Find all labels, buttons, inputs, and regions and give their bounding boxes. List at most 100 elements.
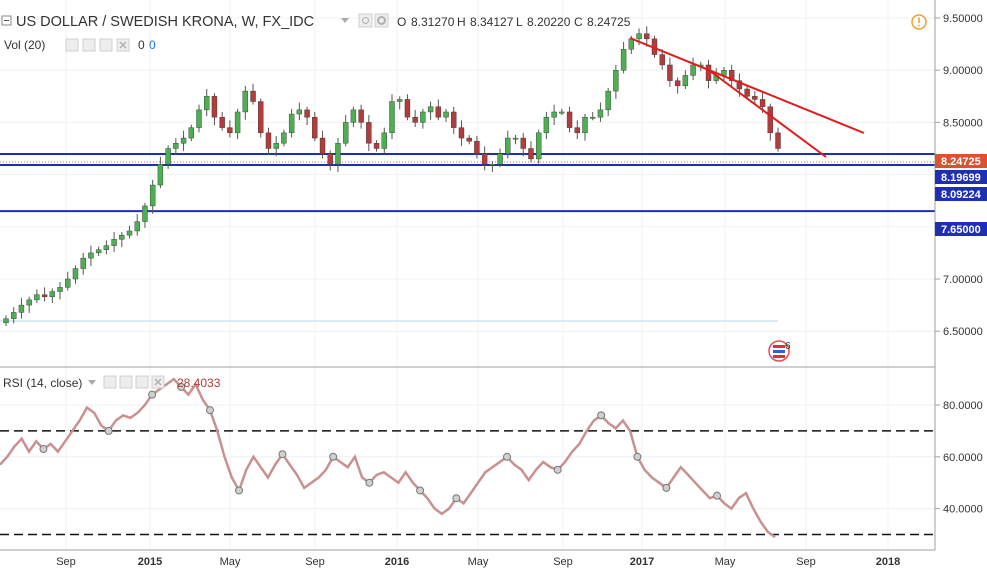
price-badges: 8.24725 8.19699 8.09224 7.65000 bbox=[935, 154, 987, 236]
trendline[interactable] bbox=[705, 67, 827, 158]
trendlines[interactable] bbox=[629, 37, 865, 158]
rsi-marker bbox=[713, 491, 722, 500]
candle-body bbox=[335, 143, 341, 165]
candle-body bbox=[173, 143, 179, 149]
candle-body bbox=[219, 116, 225, 128]
price-axis-label: 6.50000 bbox=[943, 326, 983, 338]
candle-body bbox=[366, 122, 372, 144]
candle-body bbox=[620, 49, 627, 71]
eye-icon[interactable] bbox=[358, 13, 373, 28]
candle-body bbox=[304, 109, 310, 118]
volume-value-2: 0 bbox=[149, 38, 156, 52]
candle-body bbox=[420, 111, 426, 123]
candle-body bbox=[26, 299, 32, 306]
settings-icon[interactable] bbox=[82, 38, 96, 52]
candle-body bbox=[389, 101, 395, 134]
price-badge bbox=[935, 222, 987, 236]
trendline[interactable] bbox=[629, 37, 865, 134]
time-axis-label: May bbox=[715, 556, 736, 568]
candle-body bbox=[381, 132, 387, 149]
price-axis-label: 9.00000 bbox=[943, 65, 983, 77]
candle-body bbox=[319, 137, 326, 154]
rsi-marker bbox=[148, 390, 157, 399]
candle-body bbox=[466, 137, 472, 142]
candle-body bbox=[180, 137, 187, 144]
remove-icon[interactable] bbox=[99, 38, 113, 52]
candle-body bbox=[350, 109, 357, 123]
settings-icon[interactable] bbox=[119, 375, 133, 389]
candle-body bbox=[65, 278, 71, 288]
chevron-down-icon[interactable] bbox=[88, 380, 96, 385]
candle-body bbox=[512, 137, 519, 140]
candle-body bbox=[613, 69, 619, 92]
close-icon-glyph bbox=[154, 378, 162, 386]
horizontal-levels[interactable] bbox=[0, 153, 935, 322]
candle-body bbox=[211, 96, 218, 118]
candle-body bbox=[157, 163, 164, 186]
candle-body bbox=[767, 106, 773, 134]
time-axis-label: 2015 bbox=[138, 556, 162, 568]
candle-body bbox=[196, 109, 202, 128]
rsi-marker bbox=[235, 486, 244, 495]
rsi-marker bbox=[662, 483, 671, 492]
candle-body bbox=[165, 148, 171, 165]
time-axis[interactable]: Sep 2015 May Sep 2016 May Sep 2017 May Sep 2018 bbox=[56, 556, 900, 568]
candle-body bbox=[520, 137, 526, 149]
symbol-title[interactable]: US DOLLAR / SWEDISH KRONA, W, FX_IDC bbox=[16, 14, 314, 30]
rsi-marker bbox=[177, 382, 186, 391]
eye-icon-glyph bbox=[362, 17, 369, 24]
candle-body bbox=[682, 75, 689, 87]
rsi-marker bbox=[503, 452, 512, 461]
candle-body bbox=[242, 90, 249, 113]
candle-body bbox=[412, 116, 418, 123]
alert-icon[interactable] bbox=[911, 14, 927, 30]
rsi-axis[interactable]: 80.0000 60.0000 40.0000 bbox=[935, 400, 983, 516]
candle-body bbox=[535, 132, 542, 160]
remove-icon[interactable] bbox=[135, 375, 149, 389]
price-axis-label: 9.50000 bbox=[943, 13, 983, 25]
events-icon[interactable]: 6 bbox=[768, 340, 791, 362]
candle-body bbox=[342, 122, 349, 144]
price-badge-label: 8.19699 bbox=[941, 172, 981, 184]
candle-body bbox=[435, 106, 442, 118]
candle-body bbox=[57, 287, 63, 292]
candle-body bbox=[497, 153, 503, 165]
time-axis-label: Sep bbox=[796, 556, 816, 568]
candle-body bbox=[736, 80, 743, 90]
eye-icon[interactable] bbox=[103, 375, 117, 389]
candle-body bbox=[18, 304, 25, 313]
candle-body bbox=[559, 111, 565, 114]
candle-body bbox=[204, 96, 210, 111]
volume-label[interactable]: Vol (20) bbox=[4, 38, 45, 52]
chevron-down-icon[interactable] bbox=[341, 18, 349, 23]
rsi-marker bbox=[329, 452, 338, 461]
rsi-marker bbox=[39, 445, 48, 454]
settings-icon[interactable] bbox=[374, 13, 389, 28]
ohlc-l-value: 8.20220 bbox=[527, 15, 571, 29]
rsi-line bbox=[0, 377, 776, 539]
eye-icon[interactable] bbox=[65, 38, 79, 52]
time-axis-label: 2017 bbox=[630, 556, 654, 568]
candle-body bbox=[644, 33, 650, 40]
rsi-label[interactable]: RSI (14, close) bbox=[3, 376, 82, 390]
candle-body bbox=[188, 127, 194, 139]
grid bbox=[0, 0, 935, 550]
candle-body bbox=[234, 111, 241, 134]
candle-body bbox=[427, 106, 434, 113]
candle-body bbox=[744, 88, 750, 97]
candle-body bbox=[119, 234, 125, 240]
candle-body bbox=[288, 113, 295, 134]
ohlc-o-value: 8.31270 bbox=[411, 15, 455, 29]
candle-body bbox=[358, 109, 364, 123]
candle-body bbox=[327, 153, 333, 165]
close-icon-glyph bbox=[119, 41, 127, 49]
candle-body bbox=[250, 90, 256, 102]
candle-body bbox=[149, 184, 156, 207]
candle-body bbox=[41, 294, 48, 297]
ohlc-h-value: 8.34127 bbox=[470, 15, 514, 29]
candle-body bbox=[551, 111, 557, 118]
candle-body bbox=[296, 109, 303, 115]
candle-body bbox=[134, 221, 140, 232]
